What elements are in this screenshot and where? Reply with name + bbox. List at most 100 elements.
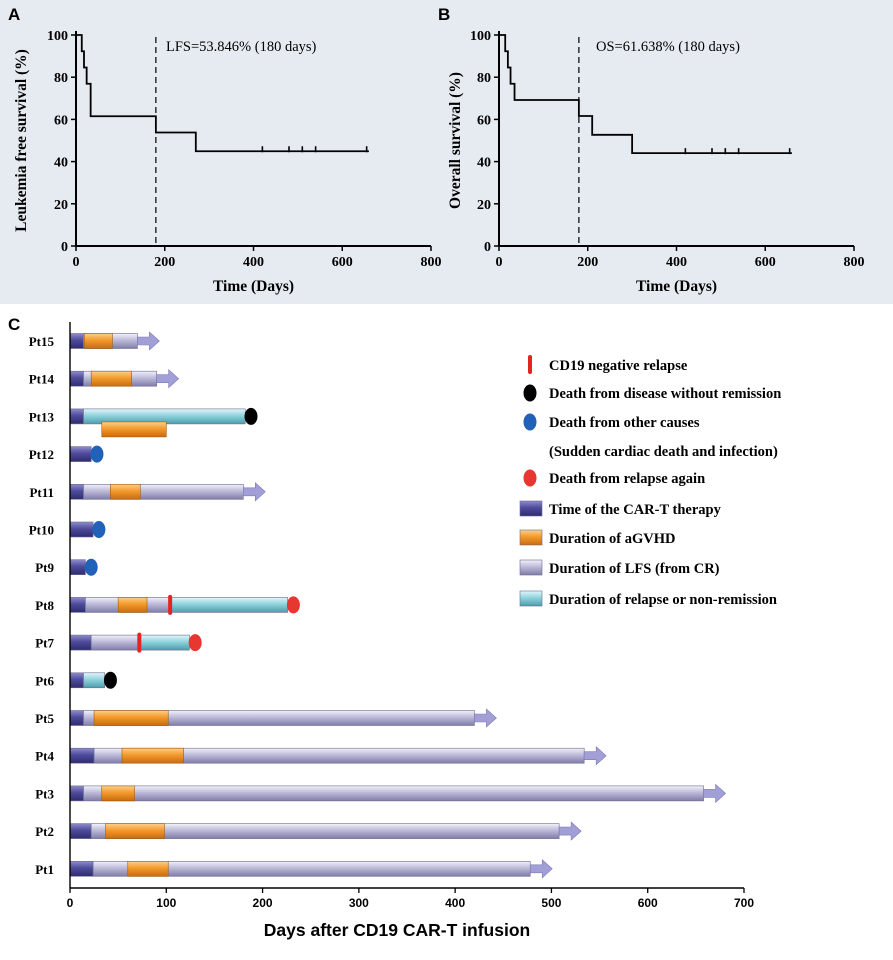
ongoing-arrow (156, 369, 180, 389)
top-panels-background (0, 0, 893, 304)
swimmer-bar-cart (69, 860, 94, 877)
panel-c-x-tick-label: 300 (349, 896, 369, 910)
panel-a-y-axis-label: Leukemia free survival (%) (13, 49, 30, 232)
panel-a-y-tick-label: 0 (61, 240, 68, 255)
patient-label: Pt3 (35, 786, 54, 801)
legend-cart-label: Time of the CAR-T therapy (549, 502, 722, 518)
legend-cd19-neg-relapse-swatch (528, 355, 532, 374)
panel-c-x-tick-label: 100 (156, 896, 176, 910)
patient-label: Pt13 (29, 409, 55, 424)
panel-a-y-tick-label: 40 (54, 156, 68, 171)
patient-label: Pt10 (29, 523, 54, 538)
panel-b-x-tick-label: 200 (577, 255, 598, 270)
patient-label: Pt7 (35, 636, 54, 651)
event-death-other-dot (84, 558, 98, 576)
panel-b-x-axis-label: Time (Days) (636, 278, 717, 295)
event-death-no-remission-dot (244, 407, 258, 425)
swimmer-bar-agvhd (127, 860, 169, 877)
swimmer-bar-agvhd (117, 597, 148, 613)
swimmer-bar-cart (69, 672, 84, 689)
panel-b-annotation: OS=61.638% (180 days) (596, 39, 740, 55)
legend-death-no-remission-label: Death from disease without remission (549, 386, 781, 402)
swimmer-bar-cart (69, 408, 84, 425)
panel-b-y-tick-label: 20 (477, 198, 491, 213)
panel-a-annotation: LFS=53.846% (180 days) (166, 39, 317, 55)
panel-b-x-tick-label: 400 (666, 255, 687, 270)
patient-label: Pt14 (29, 372, 55, 387)
panel-a-y-tick-label: 80 (54, 71, 68, 86)
swimmer-bar-cart (69, 747, 95, 764)
legend-death-relapse-label: Death from relapse again (549, 471, 705, 487)
patient-label: Pt12 (29, 447, 54, 462)
patient-label: Pt5 (35, 711, 54, 726)
cd19-negative-relapse-marker (137, 632, 142, 653)
panel-a-x-tick-label: 200 (154, 255, 175, 270)
legend-death-other-swatch (523, 413, 537, 431)
swimmer-bar-cart (69, 785, 84, 802)
panel-c-x-tick-label: 600 (638, 896, 658, 910)
event-death-no-remission-dot (103, 671, 117, 689)
patient-label: Pt11 (29, 485, 54, 500)
patient-label: Pt8 (35, 598, 54, 613)
legend-death-other-label-line2: (Sudden cardiac death and infection) (549, 444, 778, 460)
panel-a-survival-curve (76, 34, 369, 153)
swimmer-bar-agvhd (93, 710, 169, 726)
panel-c-x-axis-label: Days after CD19 CAR-T infusion (264, 920, 530, 940)
swimmer-bar-lfs (83, 483, 244, 500)
swimmer-bar-relapse (83, 672, 105, 689)
patient-label: Pt6 (35, 673, 54, 688)
panel-a-x-tick-label: 400 (243, 255, 264, 270)
panel-a-letter: A (8, 5, 20, 24)
panel-a-x-tick-label: 800 (421, 255, 442, 270)
panel-c-x-tick-label: 500 (541, 896, 561, 910)
panel-b-x-tick-label: 600 (755, 255, 776, 270)
cd19-negative-relapse-marker (168, 594, 173, 615)
swimmer-bar-cart (69, 559, 86, 576)
event-death-other-dot (92, 521, 106, 538)
ongoing-arrow (474, 708, 497, 728)
panel-b-survival-curve (499, 34, 792, 155)
panel-b-y-tick-label: 0 (484, 240, 491, 255)
swimmer-bar-lfs (90, 634, 140, 651)
legend-cart-swatch (519, 500, 543, 517)
swimmer-bar-cart (69, 483, 84, 500)
patient-label: Pt2 (35, 824, 54, 839)
panel-b-letter: B (438, 5, 450, 24)
panel-c: C Pt15 Pt14 Pt13 Pt12 Pt11 Pt10 Pt9 Pt8 Pt7 Pt6 Pt… (8, 315, 781, 940)
panel-a-y-tick-label: 20 (54, 198, 68, 213)
patient-label: Pt4 (35, 749, 54, 764)
panel-c-letter: C (8, 315, 20, 334)
swimmer-bar-agvhd (84, 333, 113, 349)
swimmer-bar-agvhd (110, 483, 141, 500)
ongoing-arrow (558, 821, 582, 841)
swimmer-bar-relapse (139, 634, 190, 651)
patient-label: Pt15 (29, 334, 55, 349)
panel-a-y-tick-label: 60 (54, 113, 68, 128)
swimmer-bar-agvhd (105, 823, 165, 839)
ongoing-arrow (583, 746, 607, 766)
swimmer-bar-cart (69, 710, 84, 726)
patient-label: Pt1 (35, 862, 54, 877)
legend-lfs-label: Duration of LFS (from CR) (549, 561, 720, 577)
event-death-other-dot (90, 445, 104, 463)
legend-death-relapse-swatch (523, 469, 537, 487)
legend-relapse-label: Duration of relapse or non-remission (549, 592, 777, 608)
swimmer-bar-agvhd (121, 747, 184, 764)
panel-c-x-tick-label: 400 (445, 896, 465, 910)
swimmer-bar-cart (69, 521, 94, 538)
swimmer-bar-cart (69, 333, 84, 349)
legend-agvhd-swatch (519, 529, 543, 546)
panel-b-y-tick-label: 40 (477, 156, 491, 171)
swimmer-bar-agvhd (101, 421, 167, 438)
panel-b-y-tick-label: 60 (477, 113, 491, 128)
patient-label: Pt9 (35, 560, 54, 575)
swimmer-bar-cart (69, 823, 92, 839)
ongoing-arrow (243, 482, 266, 502)
panel-b-y-tick-label: 80 (477, 71, 491, 86)
swimmer-bar-agvhd (101, 785, 135, 802)
swimmer-bar-relapse (169, 597, 288, 613)
panel-c-x-tick-label: 700 (734, 896, 754, 910)
event-death-relapse-dot (286, 596, 300, 614)
swimmer-bar-cart (69, 446, 92, 462)
panel-b-x-tick-label: 0 (496, 255, 503, 270)
